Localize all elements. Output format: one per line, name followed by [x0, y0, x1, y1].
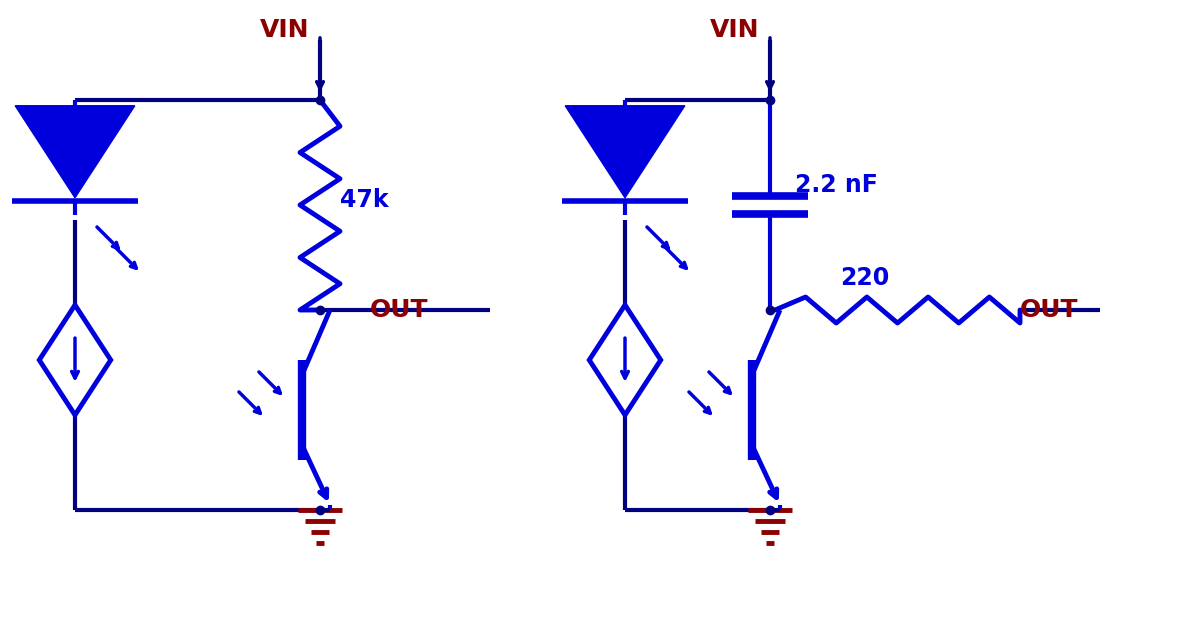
Text: OUT: OUT [1020, 298, 1079, 322]
Text: OUT: OUT [370, 298, 428, 322]
Text: VIN: VIN [710, 18, 760, 42]
Text: 47k: 47k [340, 188, 389, 212]
Polygon shape [16, 106, 134, 197]
Polygon shape [565, 106, 685, 197]
Text: 2.2 nF: 2.2 nF [796, 173, 878, 197]
Text: 220: 220 [840, 266, 889, 290]
Text: VIN: VIN [260, 18, 310, 42]
